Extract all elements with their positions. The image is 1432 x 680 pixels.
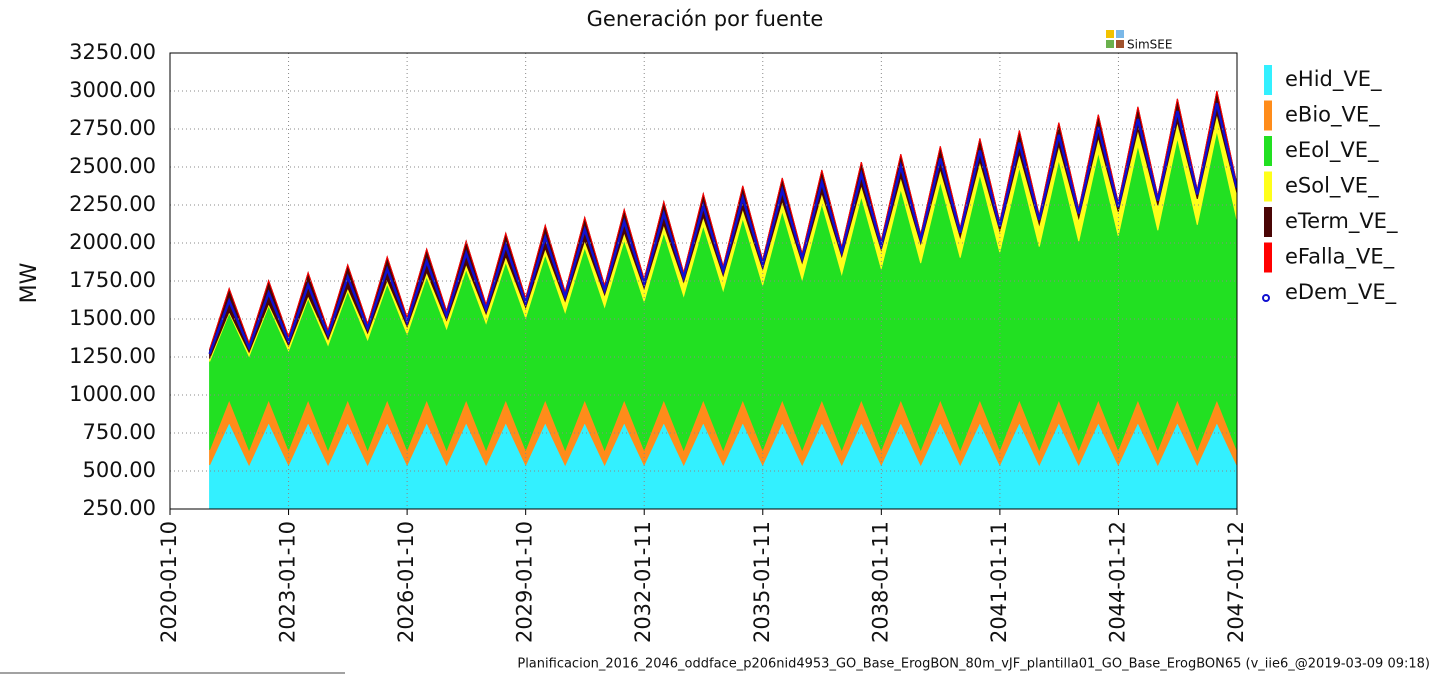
- y-axis-label: MW: [17, 262, 42, 303]
- legend-swatch: [1264, 100, 1272, 131]
- logo: SimSEE: [1106, 30, 1172, 52]
- y-tick-label: 3250.00: [69, 40, 156, 64]
- legend-swatch: [1264, 136, 1272, 166]
- x-tick-label: 2041-01-11: [987, 521, 1011, 643]
- y-tick-label: 2750.00: [69, 116, 156, 140]
- x-tick-label: 2023-01-10: [276, 521, 300, 643]
- legend-swatch: [1264, 171, 1272, 202]
- legend-label: eBio_VE_: [1285, 103, 1380, 128]
- legend-label: eTerm_VE_: [1285, 209, 1398, 234]
- legend-label: eSol_VE_: [1285, 174, 1379, 199]
- y-tick-label: 2500.00: [69, 154, 156, 178]
- x-tick-label: 2038-01-11: [868, 521, 892, 643]
- y-tick-label: 2000.00: [69, 230, 156, 254]
- legend-swatch: [1264, 207, 1272, 237]
- y-tick-label: 1750.00: [69, 268, 156, 292]
- x-tick-label: 2035-01-11: [750, 521, 774, 643]
- y-tick-label: 750.00: [83, 420, 156, 444]
- chart-title: Generación por fuente: [587, 7, 824, 31]
- x-tick-label: 2044-01-12: [1105, 521, 1129, 643]
- x-tick-label: 2026-01-10: [394, 521, 418, 643]
- plot-frame: [169, 52, 1238, 510]
- legend-marker: [1262, 294, 1270, 302]
- x-tick-label: 2047-01-12: [1224, 521, 1248, 643]
- legend-label: eEol_VE_: [1285, 138, 1379, 163]
- logo-text: SimSEE: [1127, 38, 1172, 52]
- logo-square: [1106, 30, 1114, 38]
- x-tick-label: 2032-01-11: [631, 521, 655, 643]
- line: [208, 102, 1237, 355]
- y-tick-label: 1500.00: [69, 306, 156, 330]
- y-tick-label: 1250.00: [69, 344, 156, 368]
- logo-square: [1116, 30, 1124, 38]
- x-tick-label: 2020-01-10: [157, 521, 181, 643]
- legend-label: eFalla_VE_: [1285, 245, 1395, 270]
- y-tick-label: 3000.00: [69, 78, 156, 102]
- y-tick-label: 250.00: [83, 496, 156, 520]
- y-tick-label: 2250.00: [69, 192, 156, 216]
- logo-square: [1106, 40, 1114, 48]
- x-tick-label: 2029-01-10: [513, 521, 537, 643]
- plot: [208, 90, 1237, 509]
- logo-square: [1116, 40, 1124, 48]
- legend-label: eDem_VE_: [1285, 280, 1397, 305]
- y-tick-label: 1000.00: [69, 382, 156, 406]
- footer: Planificacion_2016_2046_oddface_p206nid4…: [517, 657, 1430, 672]
- legend-label: eHid_VE_: [1285, 67, 1382, 92]
- y-tick-label: 500.00: [83, 458, 156, 482]
- legend-swatch: [1264, 65, 1272, 95]
- legend-swatch: [1264, 242, 1272, 273]
